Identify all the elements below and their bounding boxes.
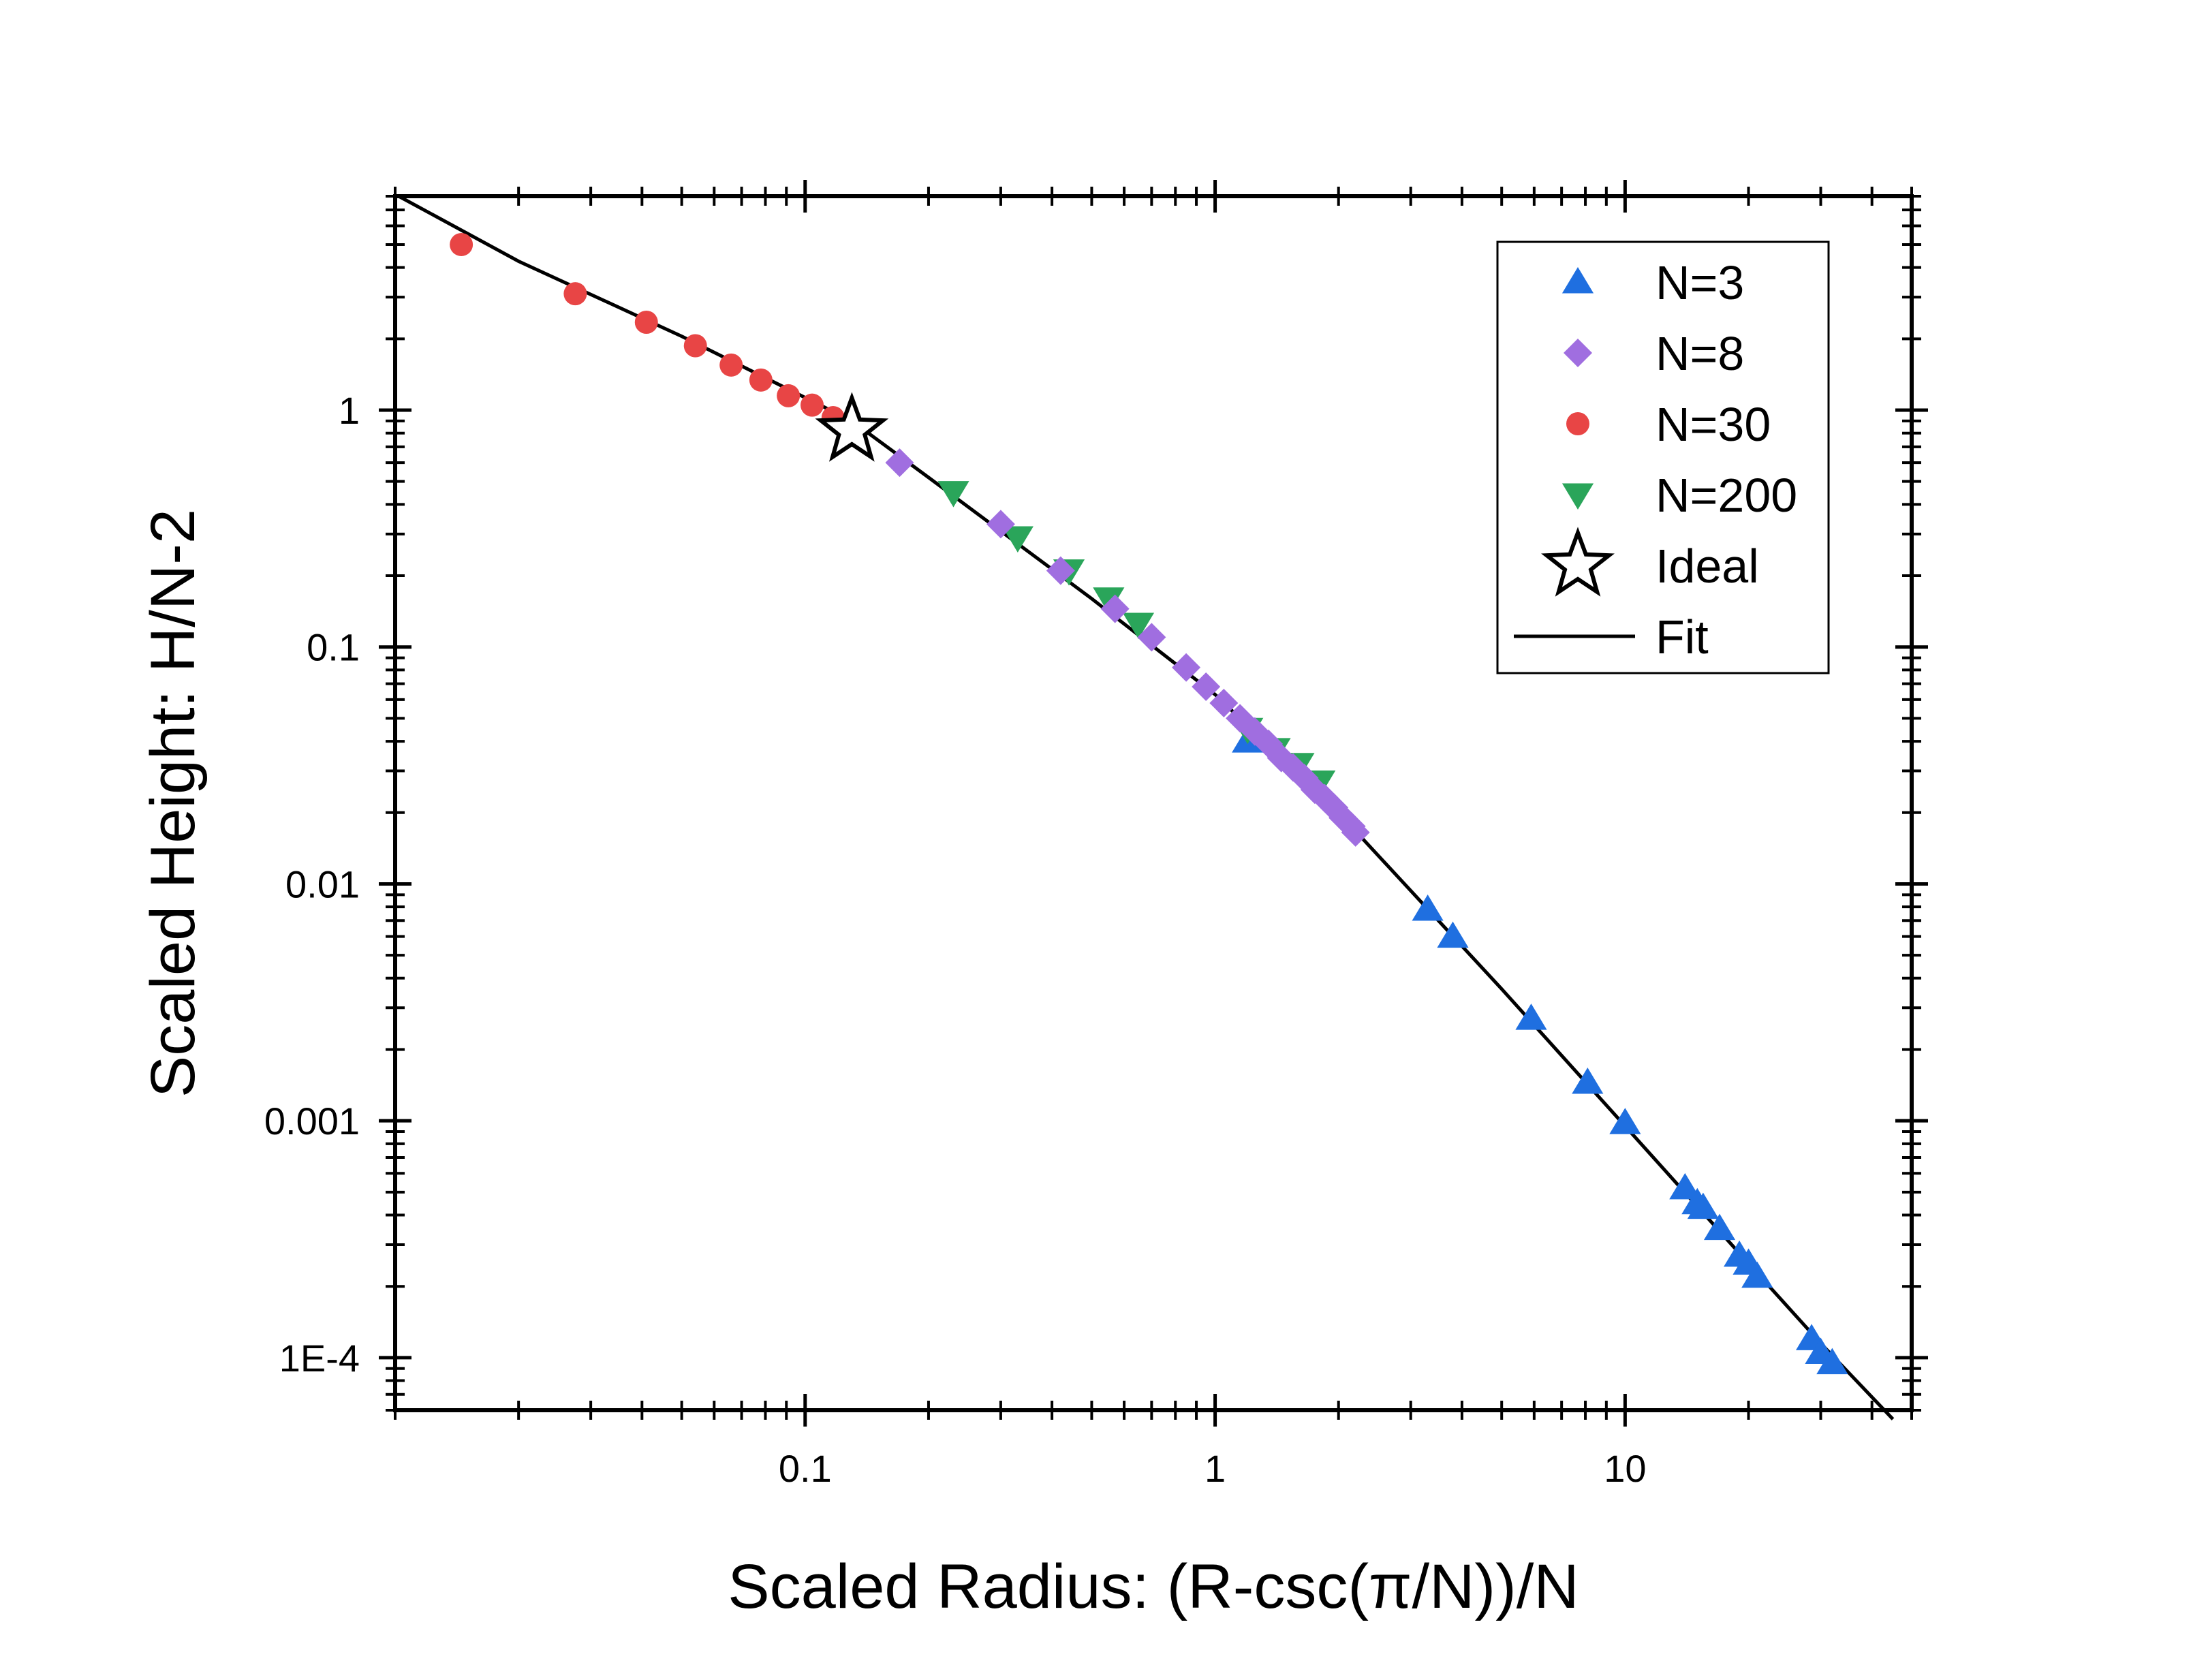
y-tick-label: 0.1 <box>307 626 360 669</box>
legend-label-n-3: N=3 <box>1656 256 1744 309</box>
legend-label-ideal: Ideal <box>1656 540 1759 593</box>
y-tick-label: 1 <box>339 389 360 432</box>
point-n-3 <box>1609 1108 1641 1134</box>
point-n-3 <box>1412 894 1444 921</box>
legend-frame <box>1496 240 1830 674</box>
legend-label-n-8: N=8 <box>1656 327 1744 380</box>
legend-marker-n-3 <box>1561 267 1594 294</box>
point-n-3 <box>1437 921 1469 948</box>
point-n-8 <box>986 510 1015 539</box>
x-tick-label: 0.1 <box>779 1447 832 1490</box>
point-n-8 <box>1341 818 1370 847</box>
y-tick-label: 0.001 <box>264 1100 360 1142</box>
point-n-8 <box>1172 653 1201 682</box>
point-n-30 <box>777 384 801 407</box>
legend-marker-n-200 <box>1561 483 1594 510</box>
point-n-8 <box>1209 688 1239 717</box>
point-n-3 <box>1572 1068 1604 1094</box>
point-ideal <box>815 392 889 462</box>
point-n-200 <box>937 481 969 508</box>
y-axis-title: Scaled Height: H/N-2 <box>138 509 208 1098</box>
legend-label-fit: Fit <box>1656 610 1709 664</box>
legend-marker-n-30 <box>1566 412 1589 435</box>
data-points <box>450 232 1848 1375</box>
point-n-3 <box>1741 1261 1773 1288</box>
point-n-8 <box>1100 594 1130 623</box>
x-tick-label: 1 <box>1205 1447 1226 1490</box>
legend-label-n-200: N=200 <box>1656 469 1797 522</box>
point-n-30 <box>801 393 824 417</box>
legend-label-n-30: N=30 <box>1656 398 1771 451</box>
point-n-3 <box>1816 1348 1848 1375</box>
tick-labels: 0.1 1 10 1 0.1 0.01 0.001 1E-4 <box>264 389 1647 1490</box>
point-n-200 <box>1001 526 1034 553</box>
point-n-3 <box>1687 1192 1720 1219</box>
legend: N=3 N=8 N=30 N=200 Ideal Fit <box>1496 240 1830 674</box>
x-axis-title: Scaled Radius: (R-csc(π/N))/N <box>728 1552 1579 1621</box>
point-n-3 <box>1669 1172 1701 1200</box>
point-n-30 <box>563 282 587 306</box>
point-n-8 <box>1046 556 1075 585</box>
point-n-200 <box>1122 612 1155 640</box>
point-n-3 <box>1515 1004 1547 1030</box>
legend-marker-n-8 <box>1564 339 1592 367</box>
point-n-8 <box>1192 672 1221 701</box>
point-n-30 <box>450 232 473 256</box>
point-n-8 <box>885 448 914 478</box>
point-n-30 <box>683 334 707 358</box>
point-n-30 <box>749 368 773 392</box>
point-n-8 <box>1137 623 1166 652</box>
point-n-30 <box>634 310 658 334</box>
y-tick-label: 1E-4 <box>279 1337 360 1380</box>
point-n-3 <box>1703 1213 1736 1241</box>
y-tick-label: 0.01 <box>285 862 360 905</box>
x-tick-label: 10 <box>1604 1447 1646 1490</box>
legend-marker-ideal <box>1541 527 1615 597</box>
point-n-30 <box>719 353 743 377</box>
point-n-200 <box>1093 587 1125 614</box>
plot-frame <box>393 194 1914 1412</box>
